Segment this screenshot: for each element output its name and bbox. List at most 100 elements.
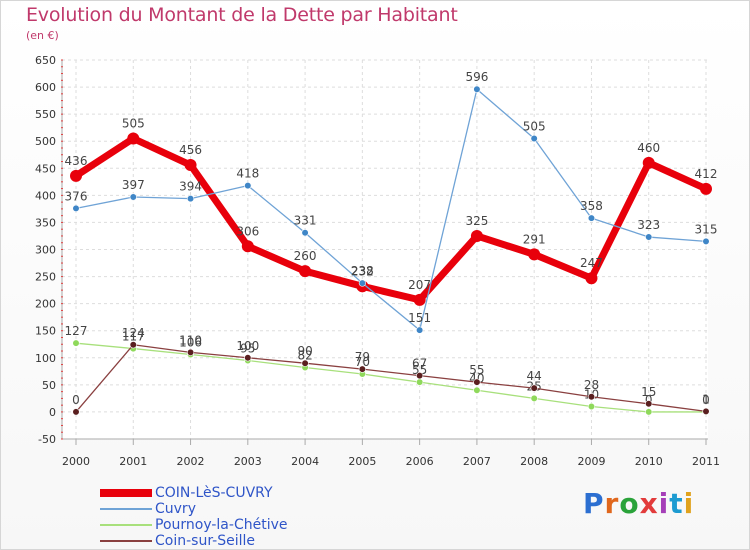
legend-label: Pournoy-la-Chétive <box>155 517 288 533</box>
data-label: 456 <box>179 143 202 157</box>
data-label: 151 <box>408 311 431 325</box>
data-point <box>642 156 655 169</box>
logo-letter: x <box>639 487 659 520</box>
data-label: 67 <box>412 357 427 371</box>
data-point <box>645 233 653 241</box>
data-label: 306 <box>236 224 259 238</box>
data-label: 505 <box>523 120 546 134</box>
data-point <box>587 393 596 401</box>
plot-area <box>62 60 708 439</box>
data-point <box>528 248 541 261</box>
data-label: 79 <box>355 350 370 364</box>
x-tick-label: 2004 <box>291 455 319 468</box>
data-label: 55 <box>412 363 427 377</box>
data-point <box>585 272 598 285</box>
series-line <box>75 88 707 331</box>
logo-letter: P <box>583 487 605 520</box>
x-tick-label: 2007 <box>463 455 491 468</box>
data-label: 106 <box>179 336 202 350</box>
data-point <box>299 265 312 278</box>
x-tick-label: 2003 <box>234 455 262 468</box>
data-point <box>244 182 252 190</box>
x-tick-label: 2000 <box>62 455 90 468</box>
data-label: 117 <box>122 330 145 344</box>
data-point <box>70 169 82 182</box>
data-label: 1 <box>702 392 710 406</box>
data-point <box>702 407 710 415</box>
y-tick-label: 50 <box>42 379 56 392</box>
data-label: 596 <box>465 70 488 84</box>
data-point <box>473 386 481 394</box>
x-tick-label: 2011 <box>692 455 720 468</box>
x-tick-label: 2010 <box>635 455 663 468</box>
y-tick-label: 550 <box>35 108 56 121</box>
data-label: 247 <box>580 256 603 270</box>
x-tick-label: 2008 <box>520 455 548 468</box>
data-point <box>244 354 252 362</box>
series-1: 436 505 456 306 260 232 207 325 291 247 460 412 <box>65 117 717 306</box>
legend-item: Cuvry <box>100 501 360 517</box>
data-point <box>416 326 424 334</box>
y-tick-label: -50 <box>38 433 56 446</box>
data-label: 232 <box>351 264 374 278</box>
data-label: 460 <box>637 141 660 155</box>
data-label: 358 <box>580 199 603 213</box>
y-tick-label: 150 <box>35 325 56 338</box>
data-point <box>241 240 254 253</box>
legend-label: COIN-LèS-CUVRY <box>155 485 273 501</box>
legend-item: Pournoy-la-Chétive <box>100 517 360 533</box>
data-label: 82 <box>297 349 312 363</box>
data-label: 397 <box>122 178 145 192</box>
y-tick-label: 650 <box>35 54 56 67</box>
series-line <box>75 344 707 413</box>
data-label: 331 <box>294 214 317 228</box>
data-label: 100 <box>236 339 259 353</box>
data-label: 323 <box>637 218 660 232</box>
data-point <box>301 359 309 367</box>
logo-letter: i <box>683 487 695 520</box>
data-point <box>186 195 195 203</box>
logo-letter: r <box>604 487 620 520</box>
series-line <box>72 135 710 304</box>
data-label: 315 <box>695 222 718 236</box>
data-label: 0 <box>645 393 653 407</box>
data-label: 436 <box>65 154 88 168</box>
legend-label: Cuvry <box>155 501 196 517</box>
data-label: 238 <box>351 264 374 278</box>
data-point <box>702 237 710 245</box>
legend-swatch <box>100 508 152 510</box>
data-label: 291 <box>523 232 546 246</box>
legend-label: Coin-sur-Seille <box>155 533 256 549</box>
legend-item: COIN-LèS-CUVRY <box>100 485 360 501</box>
x-tick-label: 2005 <box>348 455 376 468</box>
data-point <box>530 384 538 392</box>
logo-letter: t <box>669 487 684 520</box>
chart-subtitle: (en €) <box>26 29 59 42</box>
data-label: 70 <box>355 355 370 369</box>
data-point <box>470 229 483 242</box>
data-label: 505 <box>122 117 145 131</box>
y-tick-label: 250 <box>35 271 56 284</box>
x-tick-label: 2009 <box>577 455 605 468</box>
y-tick-label: 350 <box>35 216 56 229</box>
data-point <box>413 293 426 306</box>
proxiti-logo: Proxiti <box>583 487 694 520</box>
data-label: 325 <box>465 214 488 228</box>
x-tick-label: 2001 <box>119 455 147 468</box>
logo-letter: i <box>658 487 670 520</box>
data-point <box>530 394 538 402</box>
data-point <box>186 348 195 356</box>
series-line <box>75 342 707 413</box>
data-label: 55 <box>469 363 484 377</box>
legend-swatch <box>100 489 152 497</box>
data-point <box>416 378 424 386</box>
data-label: 418 <box>236 167 259 181</box>
y-tick-label: 400 <box>35 189 56 202</box>
data-point <box>473 85 481 93</box>
data-label: 0 <box>702 393 710 407</box>
x-tick-label: 2002 <box>177 455 205 468</box>
chart-title: Evolution du Montant de la Dette par Hab… <box>26 4 458 26</box>
data-label: 127 <box>65 324 88 338</box>
